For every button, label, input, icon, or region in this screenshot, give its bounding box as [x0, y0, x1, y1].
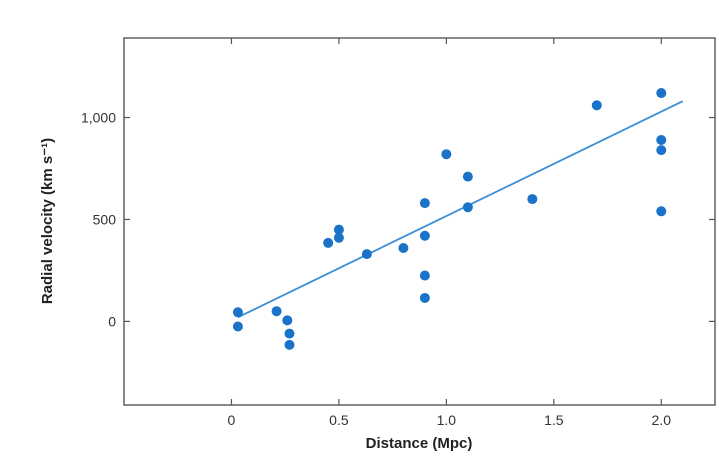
x-tick-label: 0.5 — [329, 412, 349, 428]
x-tick-label: 1.5 — [544, 412, 564, 428]
y-tick-label: 500 — [93, 211, 117, 227]
data-point — [232, 321, 243, 332]
data-point — [333, 224, 344, 235]
data-point — [398, 243, 409, 254]
data-point — [441, 149, 452, 160]
data-point — [323, 237, 334, 248]
data-point — [656, 145, 667, 156]
data-point — [656, 88, 667, 99]
data-point — [282, 315, 293, 326]
y-tick-label: 1,000 — [81, 110, 116, 126]
data-point — [361, 249, 372, 260]
data-point — [419, 230, 430, 241]
trend-line-group — [237, 100, 684, 319]
x-tick-label: 2.0 — [652, 412, 672, 428]
data-point — [462, 171, 473, 182]
y-axis-ticks: 0 500 1,000 — [81, 110, 715, 329]
data-point — [656, 134, 667, 145]
data-point — [419, 292, 430, 303]
x-axis-ticks: 0 0.5 1.0 1.5 2.0 — [228, 38, 672, 428]
data-point — [232, 307, 243, 318]
plot-frame — [123, 37, 716, 406]
data-point — [419, 270, 430, 281]
data-points — [232, 88, 667, 350]
data-point — [333, 232, 344, 243]
data-point — [462, 202, 473, 213]
data-point — [527, 194, 538, 205]
data-point — [284, 339, 295, 350]
x-tick-label: 1.0 — [437, 412, 457, 428]
y-axis-title: Radial velocity (km s⁻¹) — [39, 138, 56, 304]
trend-line — [237, 100, 684, 319]
data-point — [656, 206, 667, 217]
x-axis-title: Distance (Mpc) — [366, 435, 473, 452]
data-point — [284, 328, 295, 339]
data-point — [591, 100, 602, 111]
x-tick-label: 0 — [228, 412, 236, 428]
data-point — [271, 306, 282, 317]
data-point — [419, 198, 430, 209]
y-tick-label: 0 — [108, 313, 116, 329]
